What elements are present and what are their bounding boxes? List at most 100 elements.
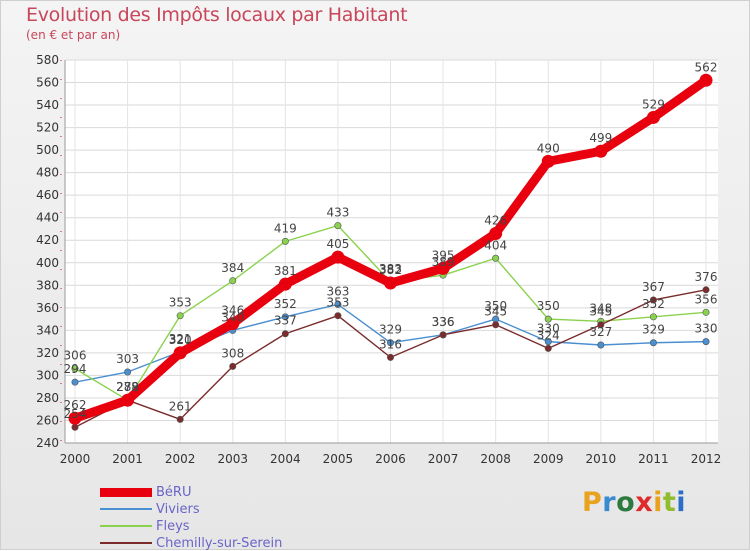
data-label: 308 xyxy=(221,346,244,360)
data-point xyxy=(71,365,79,373)
x-tick-label: 2006 xyxy=(375,452,406,466)
data-label: 490 xyxy=(537,141,560,155)
data-point xyxy=(489,226,503,240)
data-point xyxy=(334,312,342,320)
data-label: 330 xyxy=(537,322,560,336)
x-tick-label: 2002 xyxy=(165,452,196,466)
data-point xyxy=(649,339,657,347)
data-point xyxy=(386,353,394,361)
data-point xyxy=(597,321,605,329)
data-label: 352 xyxy=(642,297,665,311)
data-label: 433 xyxy=(326,206,349,220)
data-label: 350 xyxy=(484,299,507,313)
data-label: 306 xyxy=(64,349,87,363)
y-tick-label: 360 xyxy=(36,301,59,315)
y-tick-label: 560 xyxy=(36,76,59,90)
x-tick-label: 2003 xyxy=(217,452,248,466)
data-label: 345 xyxy=(484,305,507,319)
data-point xyxy=(68,411,82,425)
data-label: 348 xyxy=(589,301,612,315)
data-label: 381 xyxy=(274,264,297,278)
data-label: 324 xyxy=(537,328,560,342)
plot-area xyxy=(65,60,718,443)
logo-letter: i xyxy=(676,487,687,518)
x-tick-label: 2009 xyxy=(533,452,564,466)
data-point xyxy=(229,362,237,370)
data-point xyxy=(281,237,289,245)
legend-label: Viviers xyxy=(156,501,200,517)
data-label: 352 xyxy=(274,297,297,311)
y-tick-label: 580 xyxy=(36,53,59,67)
legend-label: Chemilly-sur-Serein xyxy=(156,535,283,551)
data-label: 337 xyxy=(274,314,297,328)
data-label: 367 xyxy=(642,280,665,294)
data-point xyxy=(646,110,660,124)
chart-title: Evolution des Impôts locaux par Habitant xyxy=(26,4,408,26)
x-tick-label: 2007 xyxy=(428,452,459,466)
data-point xyxy=(124,368,132,376)
data-point xyxy=(334,300,342,308)
data-label: 336 xyxy=(432,315,455,329)
y-tick-label: 320 xyxy=(36,346,59,360)
data-label: 395 xyxy=(432,248,455,262)
chart-subtitle: (en € et par an) xyxy=(26,28,121,42)
legend-item: Chemilly-sur-Serein xyxy=(100,535,282,551)
data-label: 376 xyxy=(695,270,718,284)
y-tick-label: 420 xyxy=(36,233,59,247)
data-label: 278 xyxy=(116,380,139,394)
data-point xyxy=(492,321,500,329)
data-label: 384 xyxy=(221,261,244,275)
data-point xyxy=(281,313,289,321)
data-point xyxy=(121,393,135,407)
data-label: 321 xyxy=(169,332,192,346)
x-tick-label: 2000 xyxy=(60,452,91,466)
data-label: 363 xyxy=(326,284,349,298)
data-point xyxy=(71,378,79,386)
legend-swatch xyxy=(100,542,152,544)
data-point xyxy=(702,308,710,316)
data-point xyxy=(544,344,552,352)
y-tick-label: 460 xyxy=(36,188,59,202)
x-tick-label: 2005 xyxy=(323,452,354,466)
y-tick-label: 500 xyxy=(36,143,59,157)
data-label: 320 xyxy=(169,333,192,347)
y-tick-label: 400 xyxy=(36,256,59,270)
data-label: 282 xyxy=(116,380,139,394)
data-point xyxy=(597,341,605,349)
data-label: 389 xyxy=(432,255,455,269)
data-label: 254 xyxy=(64,407,87,421)
logo-letter: o xyxy=(616,487,636,518)
logo-letter: r xyxy=(602,487,617,518)
data-label: 353 xyxy=(326,296,349,310)
data-point xyxy=(702,338,710,346)
x-tick-label: 2010 xyxy=(586,452,617,466)
data-label: 350 xyxy=(537,299,560,313)
data-label: 340 xyxy=(221,310,244,324)
data-label: 303 xyxy=(116,352,139,366)
y-tick-label: 520 xyxy=(36,121,59,135)
data-label: 327 xyxy=(589,325,612,339)
data-point xyxy=(594,144,608,158)
data-label: 404 xyxy=(484,238,507,252)
data-point xyxy=(436,261,450,275)
data-label: 329 xyxy=(379,323,402,337)
data-label: 419 xyxy=(274,221,297,235)
data-point xyxy=(71,423,79,431)
data-point xyxy=(541,154,555,168)
data-label: 383 xyxy=(379,262,402,276)
y-tick-label: 340 xyxy=(36,323,59,337)
x-tick-label: 2008 xyxy=(480,452,511,466)
data-label: 426 xyxy=(484,213,507,227)
data-point xyxy=(176,415,184,423)
legend-label: BéRU xyxy=(156,484,192,500)
data-label: 405 xyxy=(326,237,349,251)
legend-item: BéRU xyxy=(100,484,191,500)
legend-label: Fleys xyxy=(156,518,190,534)
data-point xyxy=(229,277,237,285)
data-point xyxy=(439,331,447,339)
data-point xyxy=(544,315,552,323)
x-tick-label: 2004 xyxy=(270,452,301,466)
data-point xyxy=(173,346,187,360)
data-point xyxy=(384,276,397,290)
logo-letter: i xyxy=(653,487,663,518)
